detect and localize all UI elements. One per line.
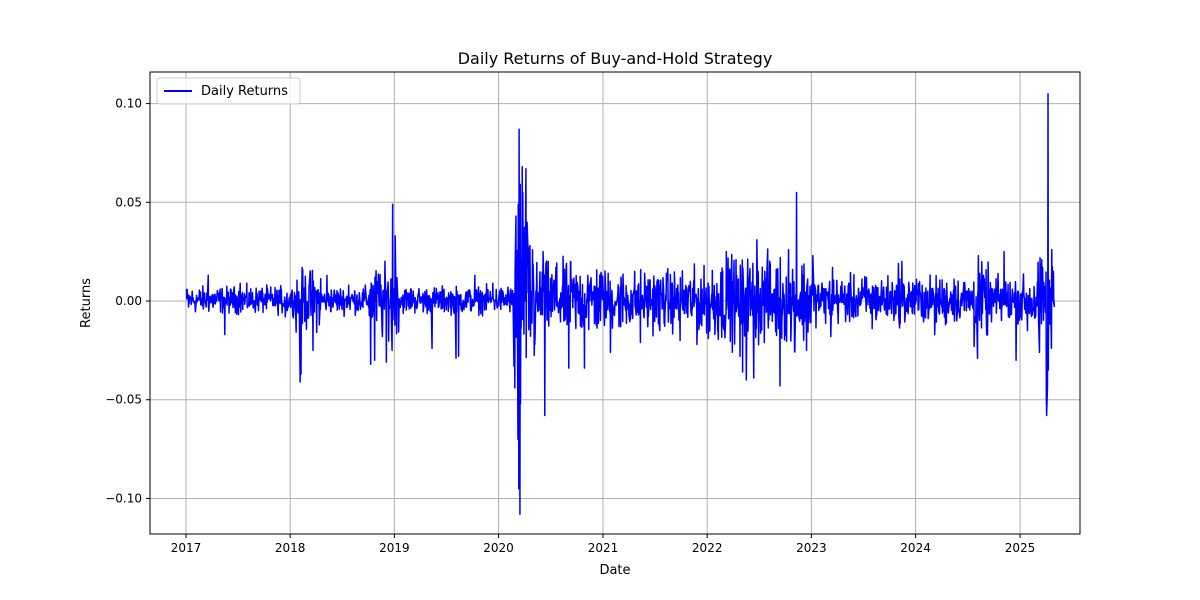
chart-title: Daily Returns of Buy-and-Hold Strategy (458, 49, 773, 68)
plot-area (185, 92, 1056, 516)
y-tick-label: 0.10 (115, 97, 142, 111)
y-tick-label: −0.05 (105, 393, 142, 407)
legend-label: Daily Returns (201, 84, 288, 99)
axis-ticks: 2017 2018 2019 2020 2021 2022 2023 2024 2025 −0.1… (105, 97, 1035, 555)
legend: Daily Returns (156, 77, 301, 105)
y-tick-label: 0.05 (115, 195, 142, 209)
x-tick-label: 2020 (483, 541, 514, 555)
series-line-daily-returns (185, 92, 1056, 516)
x-axis-label: Date (599, 563, 630, 578)
y-tick-label: 0.00 (115, 294, 142, 308)
y-axis-label: Returns (79, 278, 94, 328)
x-tick-label: 2018 (275, 541, 306, 555)
x-tick-label: 2023 (796, 541, 827, 555)
y-tick-label: −0.10 (105, 491, 142, 505)
legend-box (156, 77, 301, 105)
x-tick-label: 2019 (379, 541, 410, 555)
axes-frame (149, 71, 1081, 535)
x-tick-label: 2024 (900, 541, 931, 555)
x-tick-label: 2022 (692, 541, 723, 555)
x-tick-label: 2025 (1005, 541, 1036, 555)
x-tick-label: 2021 (588, 541, 619, 555)
x-tick-label: 2017 (171, 541, 202, 555)
